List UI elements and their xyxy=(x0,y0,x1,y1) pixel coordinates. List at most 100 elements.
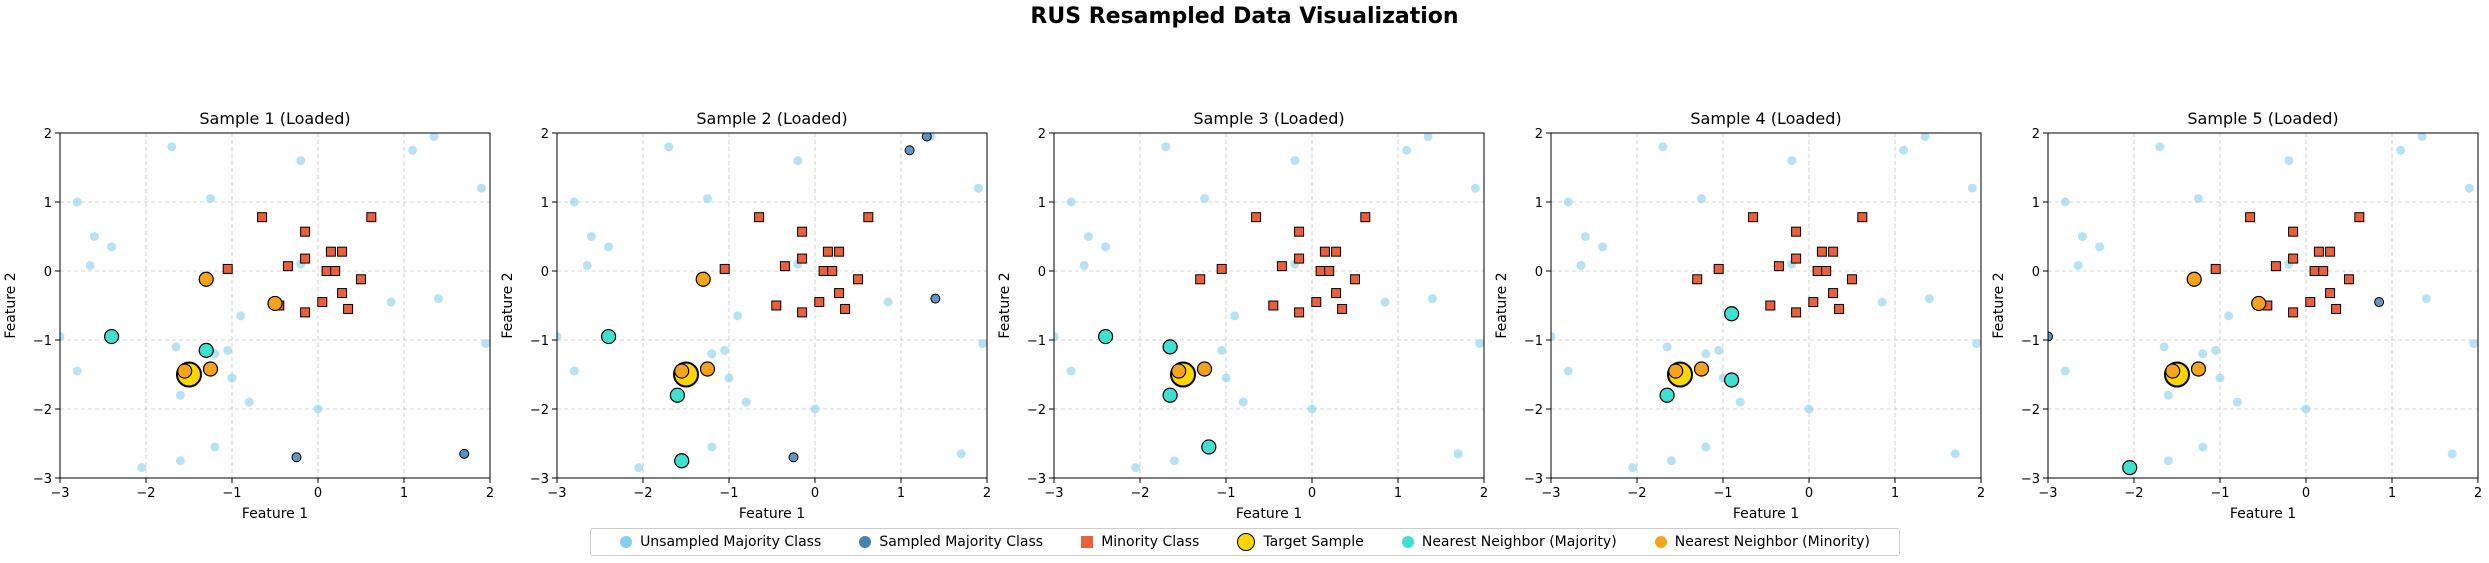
minority-point xyxy=(2331,303,2342,314)
x-tick-label: −1 xyxy=(1216,486,1235,501)
unsampled-majority-point xyxy=(1666,456,1676,466)
subplot-title: Sample 3 (Loaded) xyxy=(1193,109,1344,128)
points-layer xyxy=(1054,133,1484,473)
x-tick-label: 1 xyxy=(1891,486,1899,501)
unsampled-majority-point xyxy=(604,242,614,252)
unsampled-majority-point xyxy=(433,294,443,304)
minority-point xyxy=(282,261,293,272)
x-tick-label: 2 xyxy=(2474,486,2482,501)
legend-label: Unsampled Majority Class xyxy=(640,534,822,550)
y-tick-label: 0 xyxy=(1038,265,1046,280)
minority-point xyxy=(1311,297,1322,308)
y-tick-label: 1 xyxy=(1038,196,1046,211)
axes-frame xyxy=(1053,132,1485,479)
y-tick-label: −2 xyxy=(2021,403,2040,418)
minority-point xyxy=(754,212,765,223)
minority-point xyxy=(1337,303,1348,314)
unsampled-majority-point xyxy=(107,242,117,252)
unsampled-majority-point xyxy=(1217,345,1227,355)
nn-minority-point xyxy=(202,361,219,377)
unsampled-majority-point xyxy=(2077,232,2087,241)
x-tick-label: −3 xyxy=(1541,486,1560,501)
unsampled-majority-point xyxy=(956,449,966,459)
nn-minority-point xyxy=(1668,363,1684,379)
unsampled-majority-point xyxy=(89,232,99,241)
unsampled-majority-point xyxy=(2211,345,2221,355)
minority-point xyxy=(863,212,874,223)
y-tick-label: 1 xyxy=(44,196,52,211)
minority-point xyxy=(337,288,348,299)
nn-minority-point xyxy=(2186,271,2202,287)
minority-point xyxy=(300,307,311,318)
unsampled-majority-point xyxy=(720,345,730,355)
minority-point xyxy=(853,274,863,285)
nn-minority-point xyxy=(699,361,716,377)
minority-point xyxy=(1816,246,1827,257)
unsampled-majority-point xyxy=(2095,242,2105,252)
y-tick-label: 2 xyxy=(1535,127,1543,142)
unsampled-majority-point xyxy=(1950,449,1960,459)
points-layer xyxy=(2048,133,2478,476)
unsampled-majority-point xyxy=(1290,156,1300,166)
unsampled-majority-point xyxy=(1453,449,1463,459)
points-layer xyxy=(60,133,490,473)
nn-minority-point xyxy=(1196,361,1213,377)
x-tick-label: 2 xyxy=(983,486,991,501)
unsampled-majority-point xyxy=(569,197,579,207)
unsampled-majority-point xyxy=(1551,332,1556,342)
nn-minority-point xyxy=(2165,363,2181,379)
unsampled-majority-point xyxy=(227,373,237,383)
unsampled-majority-point xyxy=(1470,183,1480,193)
unsampled-majority-point xyxy=(175,390,185,400)
unsampled-majority-point xyxy=(2215,373,2225,383)
minority-point xyxy=(2288,307,2299,318)
legend-marker-icon xyxy=(1654,536,1667,548)
unsampled-majority-point xyxy=(1169,456,1179,466)
unsampled-majority-point xyxy=(1697,194,1706,204)
y-tick-label: 0 xyxy=(541,265,549,280)
x-tick-label: 0 xyxy=(314,486,322,501)
x-tick-label: −2 xyxy=(633,486,652,501)
nn-minority-point xyxy=(198,271,214,287)
x-tick-label: 2 xyxy=(486,486,494,501)
legend-marker-icon xyxy=(1401,536,1414,548)
x-tick-label: −2 xyxy=(1627,486,1646,501)
x-axis-label: Feature 1 xyxy=(242,506,308,522)
points-layer xyxy=(1551,133,1981,473)
subplot-5: −3−3 −2 −2 −1 −1 0 0 1 1 2 2 Sample 5 (Loaded) Featu… xyxy=(1991,109,2482,522)
unsampled-majority-point xyxy=(2284,156,2294,166)
minority-point xyxy=(1276,261,1287,272)
x-tick-label: 0 xyxy=(1805,486,1813,501)
x-tick-label: 0 xyxy=(2302,486,2310,501)
nn-minority-point xyxy=(2251,295,2267,312)
unsampled-majority-point xyxy=(1580,232,1590,241)
unsampled-majority-point xyxy=(2224,311,2234,321)
nn-majority-point xyxy=(1097,328,1114,345)
minority-point xyxy=(1748,212,1759,223)
legend-marker-icon xyxy=(859,536,872,548)
minority-point xyxy=(257,212,268,223)
y-tick-label: 0 xyxy=(44,265,52,280)
minority-point xyxy=(827,266,838,276)
minority-point xyxy=(325,246,336,257)
unsampled-majority-point xyxy=(703,194,712,204)
nn-minority-point xyxy=(1693,361,1710,377)
unsampled-majority-point xyxy=(582,260,592,270)
minority-point xyxy=(1713,263,1724,274)
minority-point xyxy=(1773,261,1784,272)
unsampled-majority-point xyxy=(1701,442,1711,452)
sampled-majority-point xyxy=(2048,331,2053,342)
minority-point xyxy=(822,246,833,257)
legend-item: Minority Class xyxy=(1081,534,1199,550)
unsampled-majority-point xyxy=(1402,145,1412,155)
axes-frame xyxy=(1550,132,1982,479)
unsampled-majority-point xyxy=(481,338,490,348)
unsampled-majority-point xyxy=(1920,133,1930,141)
legend-label: Minority Class xyxy=(1101,534,1200,550)
unsampled-majority-point xyxy=(1423,133,1433,141)
unsampled-majority-point xyxy=(1161,142,1171,152)
legend-marker-icon xyxy=(1237,533,1256,551)
subplot-title: Sample 4 (Loaded) xyxy=(1690,109,1841,128)
unsampled-majority-point xyxy=(2163,456,2173,466)
axes-frame xyxy=(59,132,491,479)
